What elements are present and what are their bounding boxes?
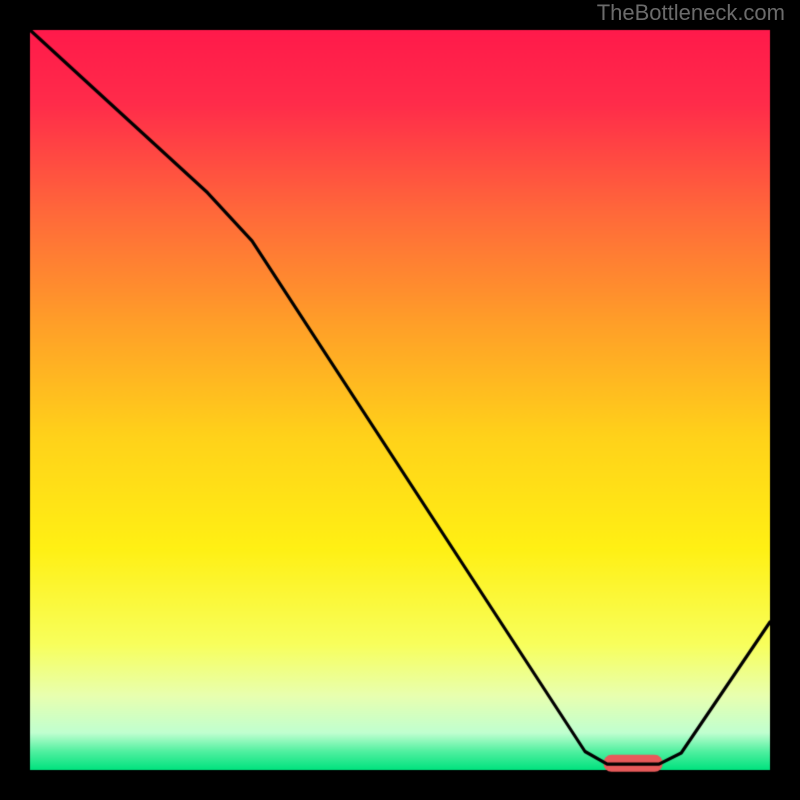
- chart-container: TheBottleneck.com: [0, 0, 800, 800]
- bottleneck-chart: [0, 0, 800, 800]
- watermark-label: TheBottleneck.com: [597, 0, 785, 26]
